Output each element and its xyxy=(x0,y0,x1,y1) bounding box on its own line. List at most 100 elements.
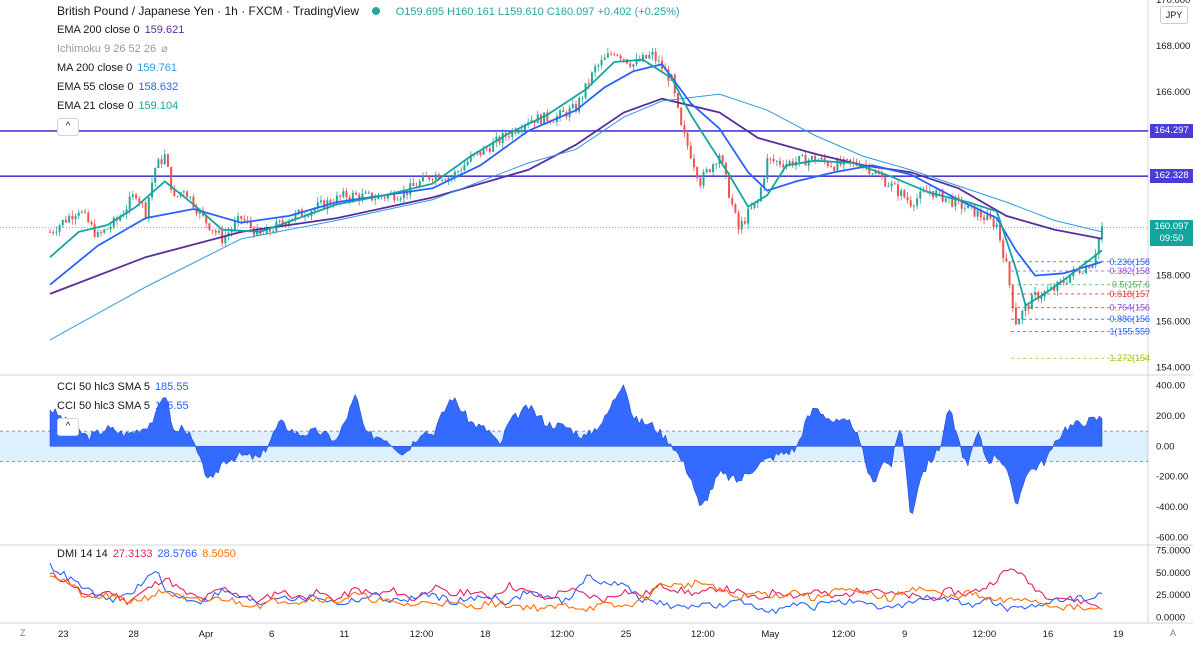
candle xyxy=(903,190,906,198)
candle xyxy=(619,55,622,59)
candle xyxy=(530,120,533,123)
candle xyxy=(492,141,495,152)
candle xyxy=(909,200,912,207)
indicator-row-ma200[interactable]: MA 200 close 0 159.761 xyxy=(57,59,184,78)
candle xyxy=(603,57,606,60)
candle xyxy=(1065,282,1068,284)
candle xyxy=(715,164,718,165)
currency-selector[interactable]: JPY xyxy=(1160,6,1188,24)
candle xyxy=(157,159,160,168)
candle xyxy=(967,204,970,209)
price-tick-label: 156.000 xyxy=(1156,316,1190,327)
candle xyxy=(508,136,511,138)
candle xyxy=(1005,258,1008,262)
candle xyxy=(109,226,112,230)
candle xyxy=(323,200,326,209)
candle xyxy=(989,214,992,219)
candle xyxy=(1101,226,1103,239)
candle xyxy=(657,60,660,62)
candle xyxy=(696,167,699,178)
candle xyxy=(769,158,772,160)
candle xyxy=(208,223,211,230)
candle xyxy=(976,210,979,217)
candle xyxy=(1011,285,1014,308)
last-price-tag: 160.097 09:50 xyxy=(1150,220,1193,246)
symbol-name: British Pound / Japanese Yen xyxy=(57,4,214,18)
cci-legend-row[interactable]: CCI 50 hlc3 SMA 5 185.55 xyxy=(57,397,189,416)
candle xyxy=(810,156,813,160)
candle xyxy=(428,176,431,180)
zoom-reset-button[interactable]: Z xyxy=(20,628,26,638)
candle xyxy=(186,191,189,198)
candle xyxy=(708,169,711,172)
candle xyxy=(836,159,839,171)
cci-legend-row[interactable]: CCI 50 hlc3 SMA 5 185.55 xyxy=(57,378,189,397)
resistance-price-tag: 162.328 xyxy=(1150,169,1193,183)
candle xyxy=(501,133,504,144)
candle xyxy=(606,53,609,58)
candle xyxy=(523,124,526,130)
dmi-series-line xyxy=(49,562,1103,615)
candle xyxy=(814,156,817,161)
cci-tick-label: -400.00 xyxy=(1156,502,1188,513)
candle xyxy=(594,66,597,73)
candle xyxy=(896,184,899,196)
fib-level-label: 0.382(158 xyxy=(1109,266,1150,276)
candle xyxy=(103,229,106,233)
candle xyxy=(919,191,922,199)
candle xyxy=(890,183,893,187)
price-tick-label: 154.000 xyxy=(1156,362,1190,373)
indicator-row-ema200[interactable]: EMA 200 close 0 159.621 xyxy=(57,21,184,40)
candle xyxy=(460,170,463,172)
candle xyxy=(495,136,498,142)
candle xyxy=(313,208,316,211)
indicator-label: MA 200 close 0 xyxy=(57,62,133,74)
candle xyxy=(128,196,131,210)
candle xyxy=(613,53,616,55)
candle xyxy=(49,231,51,233)
dmi-tick-label: 0.0000 xyxy=(1156,613,1185,624)
candle xyxy=(144,202,147,217)
candle xyxy=(415,185,418,187)
candle xyxy=(571,104,574,109)
candle xyxy=(632,64,635,67)
candle xyxy=(437,174,440,180)
candle xyxy=(100,232,103,233)
candle xyxy=(339,195,342,197)
indicator-row-ema21[interactable]: EMA 21 close 0 159.104 xyxy=(57,97,184,116)
candle xyxy=(402,190,405,199)
indicator-row-ema55[interactable]: EMA 55 close 0 158.632 xyxy=(57,78,184,97)
candle xyxy=(288,221,291,225)
time-tick-label: May xyxy=(761,629,779,640)
candle xyxy=(622,58,625,60)
candle xyxy=(763,178,766,188)
candle xyxy=(319,200,322,203)
candle xyxy=(743,221,746,224)
time-tick-label: 19 xyxy=(1113,629,1124,640)
dmi-legend-row[interactable]: DMI 14 14 27.3133 28.5766 8.5050 xyxy=(57,545,236,564)
collapse-legend-button[interactable]: ^ xyxy=(57,118,79,136)
candle xyxy=(922,190,925,192)
auto-scale-button[interactable]: A xyxy=(1170,628,1177,638)
candle xyxy=(55,231,58,233)
indicator-row-ichimoku[interactable]: Ichimoku 9 26 52 26 ⌀ xyxy=(57,40,184,59)
hidden-eye-icon[interactable]: ⌀ xyxy=(161,43,168,55)
candle xyxy=(823,157,826,162)
candle xyxy=(90,222,93,225)
candle xyxy=(154,167,157,183)
candle xyxy=(559,110,562,117)
candle xyxy=(268,227,271,232)
candle xyxy=(1091,265,1094,269)
candle xyxy=(297,209,300,213)
candle xyxy=(963,208,966,210)
candle xyxy=(1097,238,1100,254)
candle xyxy=(782,164,785,168)
candle xyxy=(1002,240,1005,259)
candle xyxy=(635,58,638,65)
candle xyxy=(466,161,469,166)
candle xyxy=(1014,307,1017,325)
collapse-cci-legend-button[interactable]: ^ xyxy=(57,418,79,436)
market-status-dot-icon xyxy=(372,7,381,15)
